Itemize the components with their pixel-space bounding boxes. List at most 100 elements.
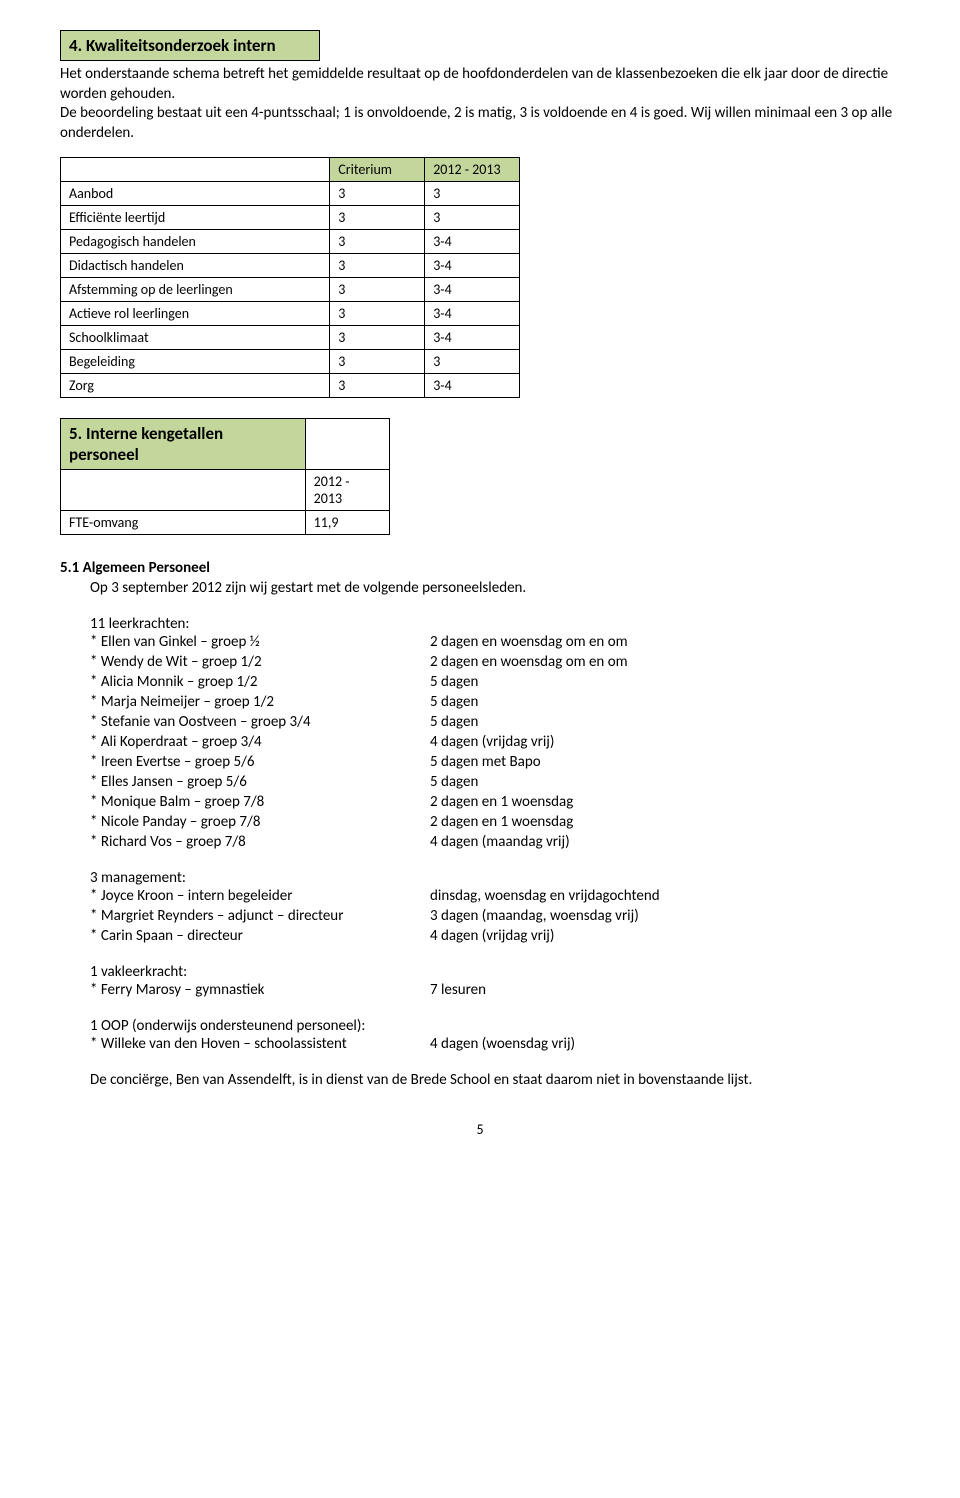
teacher-name: * Ellen van Ginkel – groep ½ — [90, 633, 430, 651]
criteria-header-criterium: Criterium — [330, 158, 425, 182]
vak-name: * Ferry Marosy – gymnastiek — [90, 981, 430, 999]
table-row: Begeleiding 3 3 — [61, 350, 520, 374]
table-row: Pedagogisch handelen 3 3-4 — [61, 230, 520, 254]
teacher-days: 5 dagen — [430, 673, 900, 691]
kengetallen-table: 5. Interne kengetallen personeel 2012 - … — [60, 418, 390, 535]
teacher-days: 2 dagen en 1 woensdag — [430, 793, 900, 811]
teacher-name: * Wendy de Wit – groep 1/2 — [90, 653, 430, 671]
page-number: 5 — [60, 1121, 900, 1138]
list-item: * Carin Spaan – directeur4 dagen (vrijda… — [90, 927, 900, 945]
mgmt-name: * Carin Spaan – directeur — [90, 927, 430, 945]
teacher-days: 4 dagen (maandag vrij) — [430, 833, 900, 851]
kg-year: 2012 - 2013 — [305, 470, 389, 511]
teacher-name: * Alicia Monnik – groep 1/2 — [90, 673, 430, 691]
teacher-name: * Monique Balm – groep 7/8 — [90, 793, 430, 811]
section4-intro: Het onderstaande schema betreft het gemi… — [60, 65, 900, 143]
fte-label: FTE-omvang — [61, 511, 306, 535]
teacher-name: * Stefanie van Oostveen – groep 3/4 — [90, 713, 430, 731]
cell: 3-4 — [425, 374, 520, 398]
cell: 3-4 — [425, 326, 520, 350]
vakleerkracht-header: 1 vakleerkracht: — [90, 963, 900, 981]
oop-header: 1 OOP (onderwijs ondersteunend personeel… — [90, 1017, 900, 1035]
mgmt-days: dinsdag, woensdag en vrijdagochtend — [430, 887, 900, 905]
list-item: * Ali Koperdraat – groep 3/44 dagen (vri… — [90, 733, 900, 751]
table-row: Zorg 3 3-4 — [61, 374, 520, 398]
table-row: Afstemming op de leerlingen 3 3-4 — [61, 278, 520, 302]
criteria-header-row: Criterium 2012 - 2013 — [61, 158, 520, 182]
teacher-days: 2 dagen en woensdag om en om — [430, 633, 900, 651]
cell: 3 — [330, 254, 425, 278]
fte-value: 11,9 — [305, 511, 389, 535]
section5-header: 5. Interne kengetallen personeel — [61, 419, 306, 470]
cell: 3-4 — [425, 230, 520, 254]
cell: 3-4 — [425, 278, 520, 302]
teacher-days: 5 dagen — [430, 713, 900, 731]
cell: 3 — [330, 206, 425, 230]
section4-header: 4. Kwaliteitsonderzoek intern — [60, 30, 320, 61]
teacher-name: * Richard Vos – groep 7/8 — [90, 833, 430, 851]
mgmt-days: 3 dagen (maandag, woensdag vrij) — [430, 907, 900, 925]
vakleerkracht-list: * Ferry Marosy – gymnastiek7 lesuren — [90, 981, 900, 999]
table-row: Efficiënte leertijd 3 3 — [61, 206, 520, 230]
cell: 3 — [425, 182, 520, 206]
list-item: * Ellen van Ginkel – groep ½2 dagen en w… — [90, 633, 900, 651]
list-item: * Richard Vos – groep 7/84 dagen (maanda… — [90, 833, 900, 851]
criteria-table: Criterium 2012 - 2013 Aanbod 3 3 Efficië… — [60, 157, 520, 398]
table-row: Schoolklimaat 3 3-4 — [61, 326, 520, 350]
management-list: * Joyce Kroon – intern begeleiderdinsdag… — [90, 887, 900, 945]
mgmt-name: * Margriet Reynders – adjunct – directeu… — [90, 907, 430, 925]
teacher-name: * Elles Jansen – groep 5/6 — [90, 773, 430, 791]
vak-days: 7 lesuren — [430, 981, 900, 999]
kg-year-row: 2012 - 2013 — [61, 470, 390, 511]
table-row: Aanbod 3 3 — [61, 182, 520, 206]
teachers-list: * Ellen van Ginkel – groep ½2 dagen en w… — [90, 633, 900, 851]
list-item: * Ferry Marosy – gymnastiek7 lesuren — [90, 981, 900, 999]
list-item: * Marja Neimeijer – groep 1/25 dagen — [90, 693, 900, 711]
cell: 3-4 — [425, 254, 520, 278]
list-item: * Nicole Panday – groep 7/82 dagen en 1 … — [90, 813, 900, 831]
cell: Didactisch handelen — [61, 254, 330, 278]
teacher-days: 5 dagen — [430, 773, 900, 791]
intro-text-1: Het onderstaande schema betreft het gemi… — [60, 65, 888, 103]
kg-empty2 — [61, 470, 306, 511]
cell: 3 — [330, 182, 425, 206]
list-item: * Stefanie van Oostveen – groep 3/45 dag… — [90, 713, 900, 731]
oop-name: * Willeke van den Hoven – schoolassisten… — [90, 1035, 430, 1053]
cell: Aanbod — [61, 182, 330, 206]
cell: 3 — [425, 206, 520, 230]
mgmt-days: 4 dagen (vrijdag vrij) — [430, 927, 900, 945]
cell: 3 — [330, 302, 425, 326]
list-item: * Wendy de Wit – groep 1/22 dagen en woe… — [90, 653, 900, 671]
teacher-name: * Nicole Panday – groep 7/8 — [90, 813, 430, 831]
list-item: * Alicia Monnik – groep 1/25 dagen — [90, 673, 900, 691]
section51-header: 5.1 Algemeen Personeel — [60, 559, 900, 577]
cell: 3 — [425, 350, 520, 374]
cell: 3 — [330, 230, 425, 254]
teacher-name: * Ireen Evertse – groep 5/6 — [90, 753, 430, 771]
cell: Pedagogisch handelen — [61, 230, 330, 254]
list-item: * Elles Jansen – groep 5/65 dagen — [90, 773, 900, 791]
criteria-header-empty — [61, 158, 330, 182]
list-item: * Joyce Kroon – intern begeleiderdinsdag… — [90, 887, 900, 905]
mgmt-name: * Joyce Kroon – intern begeleider — [90, 887, 430, 905]
teacher-days: 2 dagen en 1 woensdag — [430, 813, 900, 831]
table-row: Actieve rol leerlingen 3 3-4 — [61, 302, 520, 326]
cell: Zorg — [61, 374, 330, 398]
cell: Begeleiding — [61, 350, 330, 374]
cell: Schoolklimaat — [61, 326, 330, 350]
kg-empty — [305, 419, 389, 470]
teacher-days: 5 dagen met Bapo — [430, 753, 900, 771]
kg-header-row: 5. Interne kengetallen personeel — [61, 419, 390, 470]
cell: 3-4 — [425, 302, 520, 326]
oop-days: 4 dagen (woensdag vrij) — [430, 1035, 900, 1053]
list-item: * Margriet Reynders – adjunct – directeu… — [90, 907, 900, 925]
cell: Afstemming op de leerlingen — [61, 278, 330, 302]
list-item: * Monique Balm – groep 7/82 dagen en 1 w… — [90, 793, 900, 811]
list-item: * Ireen Evertse – groep 5/65 dagen met B… — [90, 753, 900, 771]
oop-list: * Willeke van den Hoven – schoolassisten… — [90, 1035, 900, 1053]
section51-intro: Op 3 september 2012 zijn wij gestart met… — [90, 579, 900, 597]
intro-text-2: De beoordeling bestaat uit een 4-puntssc… — [60, 104, 892, 142]
teacher-name: * Ali Koperdraat – groep 3/4 — [90, 733, 430, 751]
cell: Efficiënte leertijd — [61, 206, 330, 230]
cell: 3 — [330, 374, 425, 398]
